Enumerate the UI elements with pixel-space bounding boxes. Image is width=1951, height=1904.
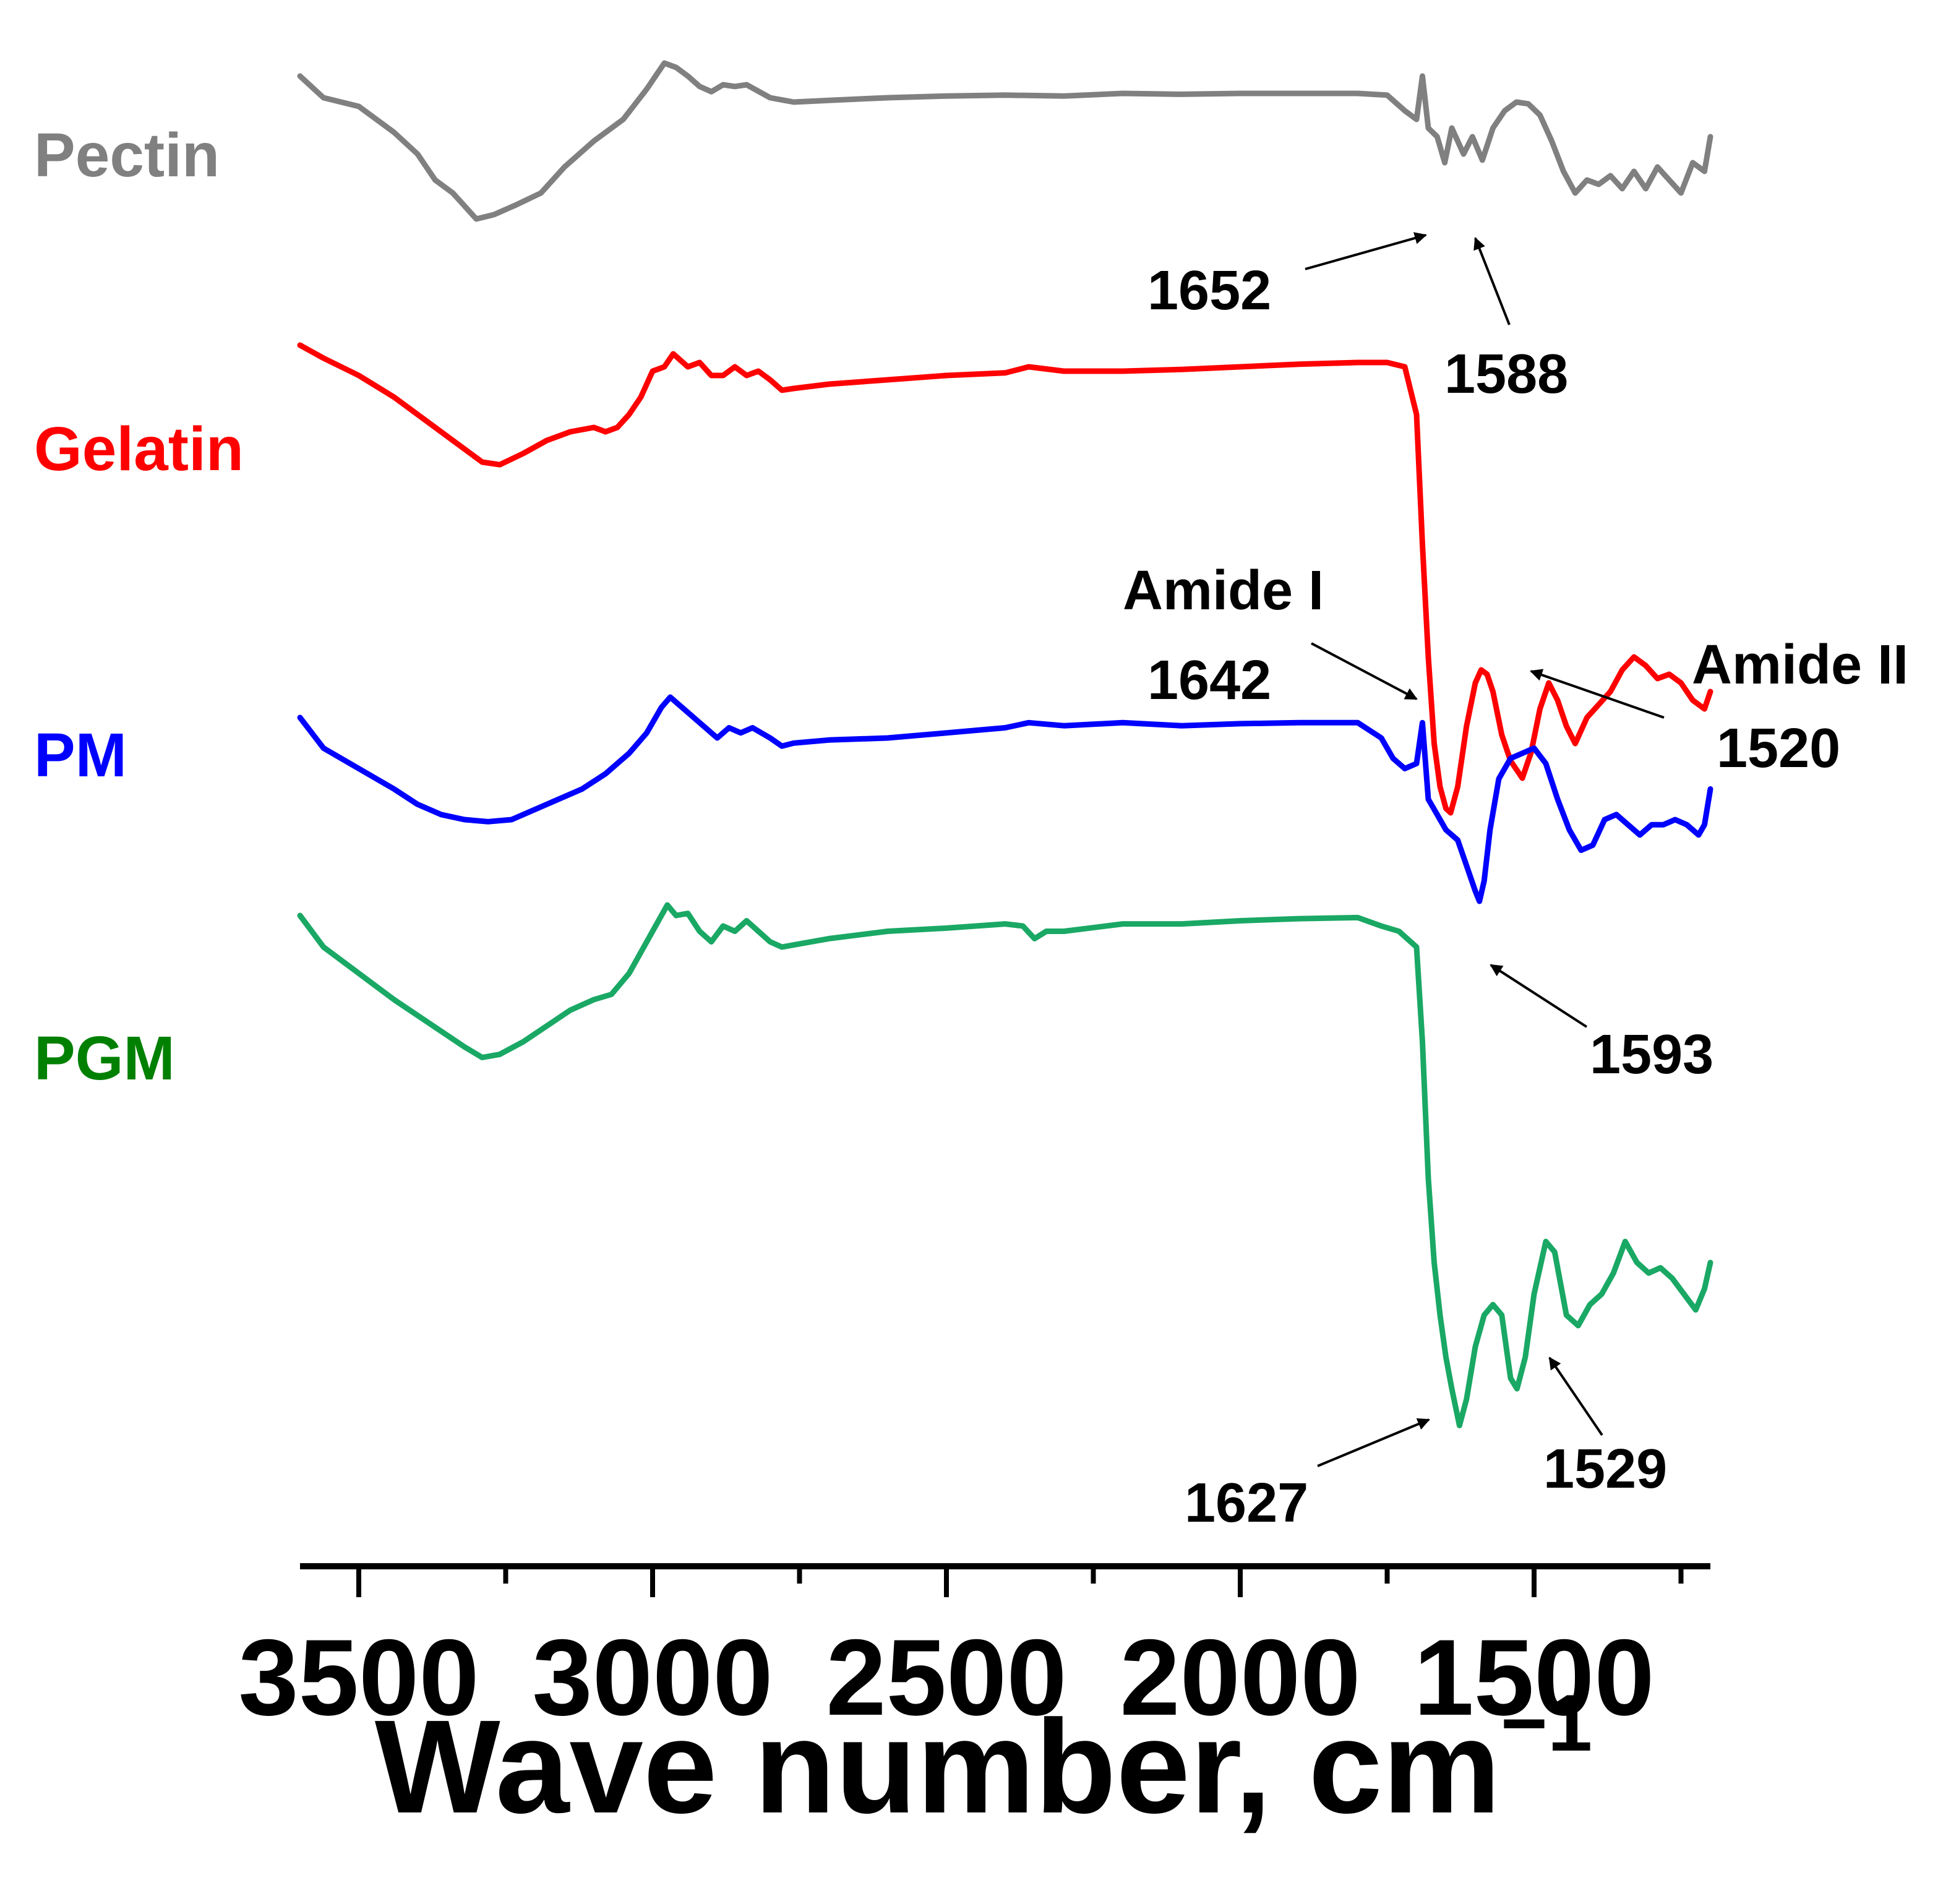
annotation-1593: 1593 xyxy=(1590,1024,1713,1086)
series-line-gelatin xyxy=(297,342,1713,816)
arrow-1652 xyxy=(1305,232,1427,270)
series-layer xyxy=(297,60,1713,1428)
series-line-pgm xyxy=(297,902,1713,1428)
series-label-pgm: PGM xyxy=(34,1024,175,1093)
series-label-gelatin: Gelatin xyxy=(34,414,244,484)
x-tick-label: 3000 xyxy=(532,1618,773,1738)
annotation-1529: 1529 xyxy=(1543,1438,1667,1500)
annotation-amide-i: Amide I xyxy=(1123,560,1324,622)
arrow-1593 xyxy=(1490,964,1588,1028)
annotation-1588: 1588 xyxy=(1444,343,1568,405)
arrow-1627 xyxy=(1317,1418,1430,1467)
x-tick-label: 2000 xyxy=(1120,1618,1360,1738)
x-axis-title: Wave number, cm−1 xyxy=(375,1678,1592,1841)
x-tick-label: 1500 xyxy=(1413,1618,1654,1738)
x-tick-label: 2500 xyxy=(826,1618,1066,1738)
series-line-pm xyxy=(297,694,1713,904)
series-label-pm: PM xyxy=(34,721,127,790)
x-axis-title-superscript: −1 xyxy=(1501,1678,1592,1768)
series-labels: Pectin Gelatin PM PGM xyxy=(34,121,244,1093)
annotation-1642: 1642 xyxy=(1147,650,1271,711)
annotation-amide-ii: Amide II xyxy=(1692,634,1908,696)
series-line-pectin xyxy=(297,60,1713,222)
peak-annotations: 1652 1588 Amide I 1642 Amide II 1520 159… xyxy=(1123,232,1908,1534)
x-tick-label: 3500 xyxy=(238,1618,479,1738)
arrow-1529 xyxy=(1548,1357,1603,1436)
arrow-amide-ii xyxy=(1530,669,1665,719)
x-axis-title-main: Wave number, cm xyxy=(375,1692,1501,1841)
arrow-amide-i xyxy=(1311,642,1418,700)
arrow-1588 xyxy=(1473,237,1511,325)
annotation-1652: 1652 xyxy=(1147,260,1271,322)
annotation-1520: 1520 xyxy=(1717,718,1840,779)
series-label-pectin: Pectin xyxy=(34,121,220,190)
x-axis: 3500 3000 2500 2000 1500 Wave number, cm−1 xyxy=(238,1563,1710,1841)
annotation-1627: 1627 xyxy=(1185,1472,1308,1534)
x-axis-ticks: 3500 3000 2500 2000 1500 xyxy=(238,1566,1684,1738)
